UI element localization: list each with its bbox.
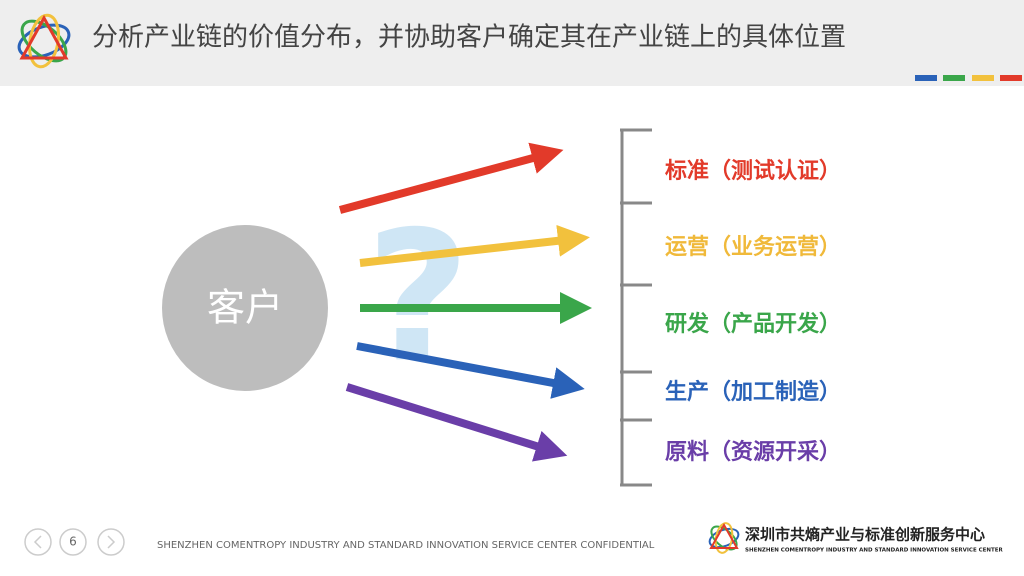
page-circle [59,528,87,556]
arrow [359,224,590,267]
color-bars [915,75,1022,81]
footer-logo [708,522,740,554]
header-band [0,0,1024,86]
header-title: 分析产业链的价值分布，并协助客户确定其在产业链上的具体位置 [92,23,846,53]
chain-item: 标准（测试认证） [665,158,841,184]
bracket [620,128,652,487]
customer-label: 客户 [207,286,283,330]
chain-item: 生产（加工制造） [665,380,841,405]
chain-item: 原料（资源开采） [665,440,841,465]
org-name: 深圳市共熵产业与标准创新服务中心 [745,526,985,544]
arrows [338,142,592,462]
chain-item: 运营（业务运营） [665,235,841,260]
arrow [356,342,585,399]
arrow [345,383,568,462]
org-name-en: SHENZHEN COMENTROPY INDUSTRY AND STANDAR… [745,548,1004,554]
customer-circle [162,225,328,391]
next-button[interactable] [97,528,125,556]
prev-button[interactable] [24,528,52,556]
header-logo [17,13,71,69]
confidential-text: SHENZHEN COMENTROPY INDUSTRY AND STANDAR… [157,540,655,551]
question-mark: ? [366,193,470,402]
chain-item: 研发（产品开发） [665,311,841,337]
prev-icon [33,535,42,549]
page-number: 6 [69,535,77,549]
arrow [338,142,564,214]
next-icon [107,535,116,549]
